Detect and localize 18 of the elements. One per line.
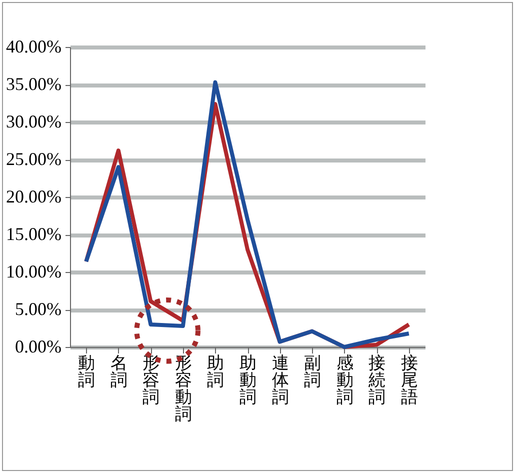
- y-tick-label: 35.00%: [6, 74, 62, 94]
- x-tick-label: 接続詞: [368, 354, 386, 406]
- x-tick-label: 接尾語: [400, 354, 418, 406]
- y-tick-label: 15.00%: [6, 224, 62, 244]
- x-tick-label: 助動詞: [240, 354, 256, 406]
- x-tick-label: 感動詞: [336, 354, 354, 406]
- y-tick-label: 10.00%: [6, 262, 62, 282]
- y-tick-label: 0.00%: [15, 336, 62, 356]
- y-tick-label: 40.00%: [6, 36, 62, 56]
- y-tick-label: 30.00%: [6, 112, 62, 132]
- y-tick-label: 25.00%: [6, 149, 62, 169]
- x-tick-label: 名詞: [110, 354, 128, 390]
- y-tick-label: 20.00%: [6, 186, 62, 206]
- x-tick-label: 動詞: [78, 354, 96, 390]
- x-tick-label: 連体詞: [272, 354, 289, 406]
- x-tick-label: 副詞: [304, 354, 322, 390]
- x-tick-label: 助詞: [207, 354, 224, 390]
- y-tick-label: 5.00%: [15, 299, 62, 319]
